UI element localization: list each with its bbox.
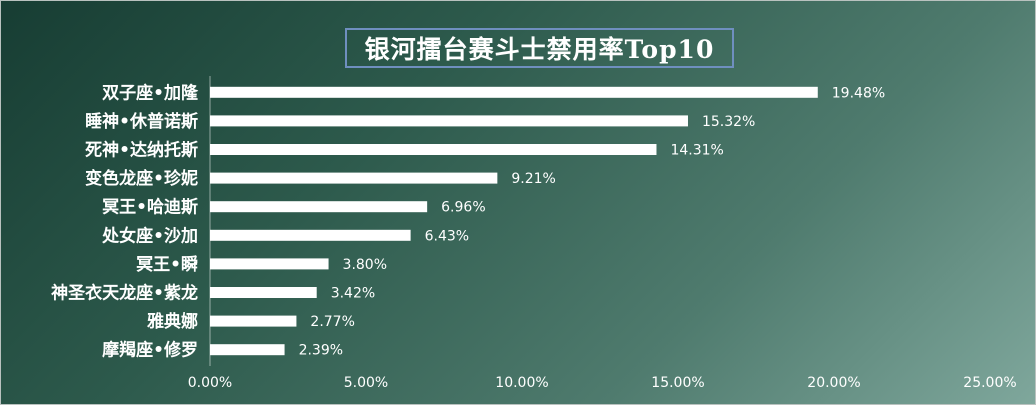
bar (210, 201, 428, 213)
bar (210, 344, 285, 356)
data-label: 3.80% (343, 257, 387, 273)
data-label: 15.32% (702, 114, 755, 130)
x-tick-label: 20.00% (807, 375, 860, 391)
category-label: 摩羯座•修罗 (102, 340, 198, 361)
bar (210, 115, 688, 127)
data-label: 2.39% (299, 343, 343, 359)
chart-title: 银河擂台赛斗士禁用率Top10 (364, 35, 715, 64)
bar (210, 86, 818, 98)
category-label: 冥王•哈迪斯 (102, 197, 198, 218)
category-label: 处女座•沙加 (101, 225, 198, 246)
x-tick-label: 25.00% (963, 375, 1016, 391)
data-label: 6.43% (425, 228, 469, 244)
data-label: 14.31% (670, 143, 723, 159)
bar (210, 315, 297, 327)
bar (210, 144, 657, 155)
data-label: 2.77% (310, 314, 354, 330)
data-label: 3.42% (331, 286, 375, 302)
category-label: 冥王•瞬 (136, 254, 198, 275)
data-label: 6.96% (441, 200, 485, 216)
bar (210, 172, 498, 184)
x-tick-label: 15.00% (651, 375, 704, 391)
category-label: 睡神•休普诺斯 (85, 111, 198, 132)
bar (210, 258, 329, 270)
x-tick-label: 10.00% (495, 375, 548, 391)
bar (210, 287, 317, 298)
category-label: 双子座•加隆 (102, 82, 199, 103)
data-label: 19.48% (832, 85, 885, 101)
x-tick-label: 5.00% (344, 375, 388, 391)
category-label: 死神•达纳托斯 (85, 140, 198, 161)
chart-title-box: 银河擂台赛斗士禁用率Top10 (345, 28, 734, 68)
bar (210, 229, 411, 241)
x-tick-label: 0.00% (188, 375, 232, 391)
category-label: 雅典娜 (146, 311, 198, 332)
category-label: 神圣衣天龙座•紫龙 (51, 283, 198, 304)
category-label: 变色龙座•珍妮 (85, 168, 198, 189)
data-label: 9.21% (511, 171, 555, 187)
